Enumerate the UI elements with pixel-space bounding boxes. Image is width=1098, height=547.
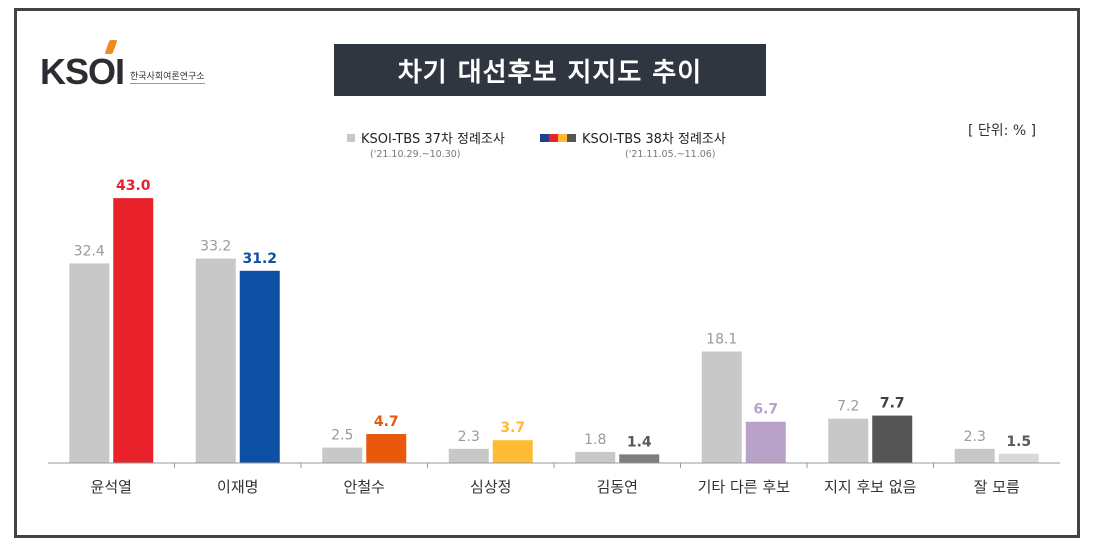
category-label-6: 지지 후보 없음 [824, 478, 916, 496]
logo-subtitle: 한국사회여론연구소 [130, 69, 205, 84]
bar-s2-6 [872, 415, 913, 463]
bar-s1-7 [954, 448, 995, 463]
category-label-5: 기타 다른 후보 [698, 478, 791, 496]
bar-s2-2 [366, 434, 407, 463]
data-label-s2-3: 3.7 [500, 420, 525, 436]
data-label-s1-4: 1.8 [584, 432, 606, 448]
data-label-s1-7: 2.3 [964, 429, 986, 445]
bar-s2-1 [239, 270, 280, 463]
category-label-7: 잘 모름 [974, 478, 1020, 496]
legend-label-38: KSOI-TBS 38차 정례조사 [582, 132, 726, 147]
data-label-s2-5: 6.7 [753, 402, 778, 418]
chart-title: 차기 대선후보 지지도 추이 [334, 44, 766, 96]
data-label-s2-1: 31.2 [242, 251, 277, 267]
data-label-s2-6: 7.7 [880, 396, 905, 412]
logo-mark: KSOI [40, 51, 125, 92]
legend-swatch-gray [347, 133, 355, 142]
bar-s1-0 [69, 263, 110, 463]
data-label-s2-7: 1.5 [1006, 434, 1031, 450]
bar-s2-5 [745, 421, 786, 463]
data-label-s1-2: 2.5 [331, 428, 353, 444]
legend-label-37: KSOI-TBS 37차 정례조사 [361, 132, 505, 147]
data-label-s2-2: 4.7 [374, 414, 399, 430]
bar-s2-0 [113, 198, 154, 463]
legend-item-37: KSOI-TBS 37차 정례조사 [347, 128, 505, 147]
bar-s1-6 [828, 418, 869, 463]
legend-swatch-multicolor [540, 133, 576, 142]
bar-s1-1 [195, 258, 236, 463]
category-label-2: 안철수 [344, 478, 385, 496]
bar-s1-5 [701, 351, 742, 463]
legend-date-37: ('21.10.29.~10.30) [370, 149, 461, 160]
unit-label: [ 단위: % ] [968, 123, 1037, 139]
bar-s1-4 [575, 451, 616, 463]
legend-date-38: ('21.11.05.~11.06) [625, 149, 716, 160]
category-label-3: 심상정 [470, 478, 511, 496]
ksoi-logo: KSOI 한국사회여론연구소 [40, 40, 205, 92]
data-label-s1-5: 18.1 [706, 332, 737, 348]
category-label-0: 윤석열 [91, 478, 132, 496]
data-label-s1-3: 2.3 [458, 429, 480, 445]
bar-s2-7 [998, 453, 1039, 463]
legend-item-38: KSOI-TBS 38차 정례조사 [540, 128, 726, 147]
data-label-s1-6: 7.2 [837, 399, 859, 415]
bar-s2-3 [492, 440, 533, 463]
category-label-1: 이재명 [217, 478, 258, 496]
data-label-s2-0: 43.0 [116, 178, 151, 194]
bar-s1-2 [322, 447, 363, 463]
bar-s1-3 [448, 448, 489, 463]
bar-s2-4 [619, 454, 660, 463]
data-label-s2-4: 1.4 [627, 434, 652, 450]
data-label-s1-1: 33.2 [200, 238, 231, 254]
category-label-4: 김동연 [597, 478, 638, 496]
data-label-s1-0: 32.4 [74, 243, 105, 259]
